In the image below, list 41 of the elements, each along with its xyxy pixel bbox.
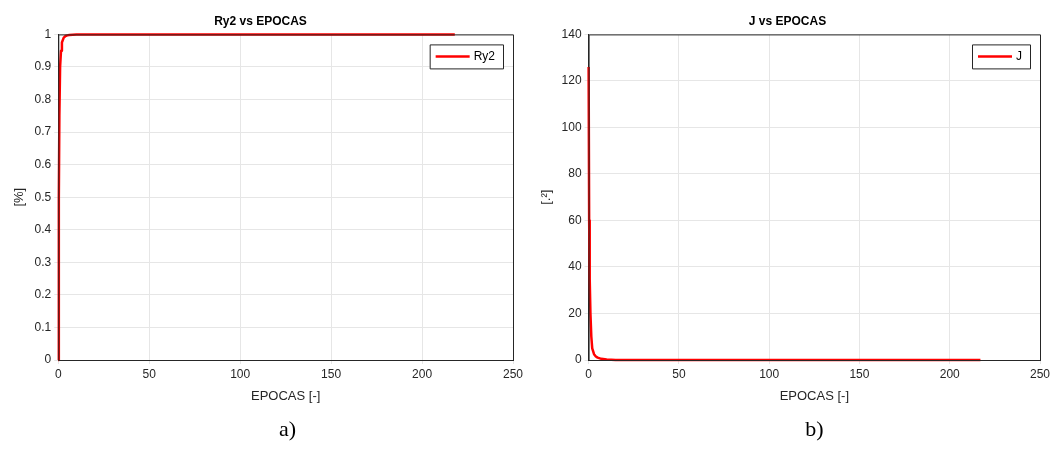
y-tick-label: 120 <box>561 73 582 88</box>
x-tick-label: 100 <box>759 366 780 381</box>
x-axis-title: EPOCAS [-] <box>779 387 849 403</box>
x-tick-label: 50 <box>142 366 157 381</box>
text: b) <box>804 416 825 442</box>
y-tick-label: 0.9 <box>34 59 52 74</box>
x-tick-label: 50 <box>672 366 686 381</box>
y-tick-label: 0.2 <box>34 287 52 302</box>
y-tick-label: 80 <box>568 166 582 181</box>
x-tick-label: 150 <box>321 366 342 381</box>
y-axis-title: [.²] <box>538 189 554 205</box>
y-tick-label: 0.1 <box>34 319 52 334</box>
chart-title: Ry2 vs EPOCAS <box>214 13 307 28</box>
x-tick-label: 200 <box>412 366 433 381</box>
x-axis-title: EPOCAS [-] <box>250 387 321 403</box>
y-tick-label: 0.6 <box>34 156 52 171</box>
y-tick-label: 40 <box>568 259 582 274</box>
y-tick-label: 60 <box>568 212 582 227</box>
y-tick-label: 0 <box>44 352 52 367</box>
chart-title: J vs EPOCAS <box>748 13 827 28</box>
y-tick-label: 20 <box>568 305 582 320</box>
y-tick-label: 0 <box>574 352 582 367</box>
x-tick-label: 100 <box>230 366 251 381</box>
y-tick-label: 1 <box>44 26 52 41</box>
x-tick-label: 0 <box>585 366 593 381</box>
text: a) <box>277 416 298 442</box>
x-tick-label: 0 <box>54 366 62 381</box>
x-tick-label: 150 <box>849 366 870 381</box>
y-tick-label: 0.5 <box>34 189 52 204</box>
y-tick-label: 0.4 <box>34 222 52 237</box>
x-tick-label: 200 <box>939 366 961 381</box>
y-tick-label: 0.8 <box>34 91 52 106</box>
legend-label: Ry2 <box>473 48 496 63</box>
x-tick-label: 250 <box>1029 366 1051 381</box>
y-axis-title: [%] <box>11 187 27 207</box>
y-tick-label: 140 <box>561 26 582 41</box>
x-tick-label: 250 <box>502 366 524 381</box>
y-tick-label: 0.7 <box>34 124 52 139</box>
y-tick-label: 0.3 <box>34 254 52 269</box>
legend-label: J <box>1016 48 1022 63</box>
y-tick-label: 100 <box>561 119 582 134</box>
